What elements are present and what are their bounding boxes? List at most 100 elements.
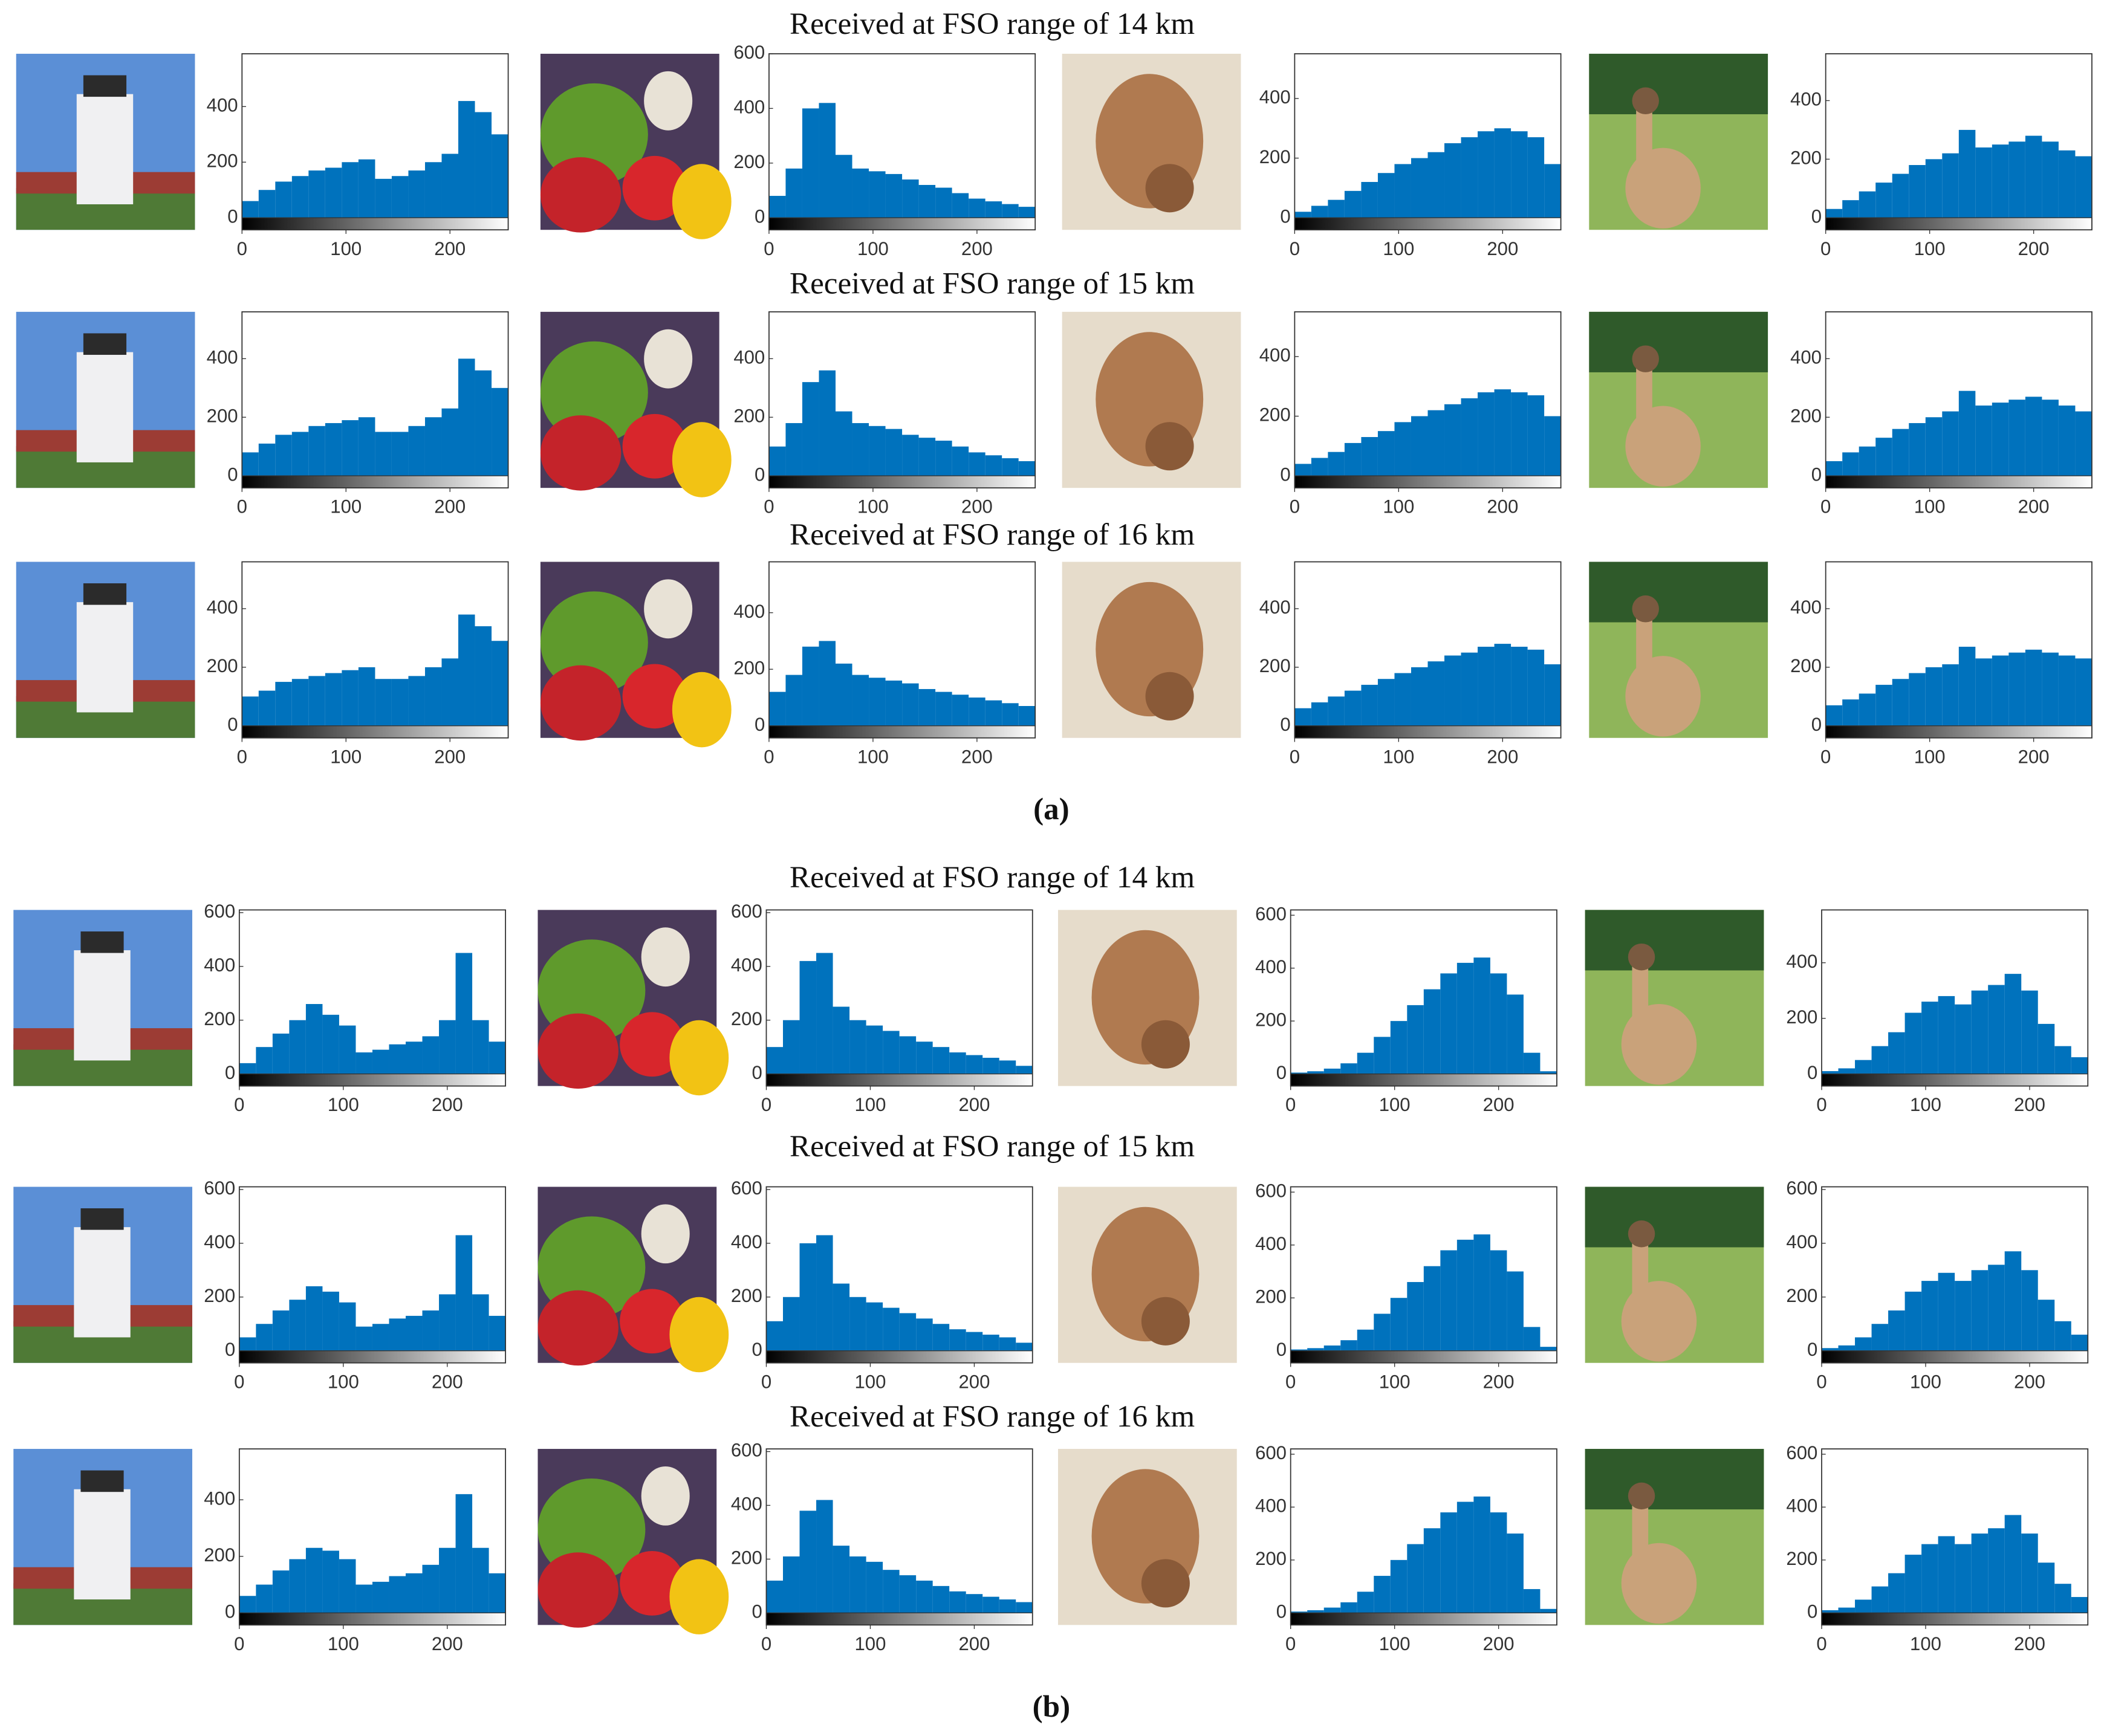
y-tick-label: 400 [207,95,238,116]
bar [256,1324,273,1351]
x-tick-label: 200 [432,1633,463,1654]
colorbar [1294,725,1562,739]
histogram: 0 200 400 0 100 200 [1259,561,1562,767]
bar [372,1049,389,1074]
x-tick-label: 0 [1820,746,1831,767]
bar [1942,153,1959,218]
bar [2008,400,2025,476]
image [537,1449,729,1634]
bar [289,1559,306,1613]
bar [982,1596,999,1613]
histogram: 0 200 400 600 0 100 200 [733,42,1036,259]
bar [1490,973,1507,1074]
colorbar [1821,1073,2088,1087]
image [13,1449,193,1625]
bar [1361,437,1378,476]
image [1585,910,1764,1086]
bar [1357,1052,1374,1074]
bar [1822,1071,1839,1074]
bar [325,167,342,218]
bar [389,1044,406,1074]
bar [799,1243,817,1351]
bar [475,112,492,218]
histogram: 0 200 400 0 100 200 [204,1448,506,1654]
x-tick-label: 100 [330,238,362,259]
bar [1838,1068,1856,1074]
bar [1307,1348,1324,1351]
x-tick-label: 100 [1910,1633,1941,1654]
y-tick-label: 0 [755,464,765,485]
bar [455,1494,473,1613]
y-tick-label: 200 [1790,405,1822,426]
colorbar [1821,1612,2088,1625]
histogram: 0 200 400 600 0 100 200 [1786,1442,2089,1654]
y-tick-label: 600 [1255,1180,1287,1201]
bar [1361,684,1378,726]
bar [849,1556,866,1613]
y-tick-label: 600 [1786,1442,1817,1463]
histogram: 0 200 400 600 0 100 200 [731,901,1033,1115]
histogram: 0 200 400 600 0 100 200 [731,1177,1033,1392]
bar [1294,212,1311,218]
bar [1992,403,2009,476]
bar [1444,655,1461,726]
bar [2058,405,2076,476]
x-tick-label: 200 [2014,1633,2045,1654]
x-tick-label: 0 [1820,238,1831,259]
bar [985,455,1002,476]
x-tick-label: 100 [1914,238,1946,259]
bar [372,1324,389,1351]
bar [902,435,919,476]
bar [885,429,903,476]
colorbar [239,1073,506,1087]
y-tick-label: 0 [225,1601,235,1622]
bar [783,1556,800,1613]
image-part [74,1489,131,1600]
bar [985,700,1002,726]
colorbar [239,1612,506,1625]
bar [1394,422,1411,476]
bar [1523,1327,1541,1351]
bar [406,1041,423,1074]
bar [852,168,869,218]
x-tick-label: 0 [1285,1633,1296,1654]
bar [866,1561,883,1613]
y-tick-label: 400 [731,1231,762,1252]
histogram: 0 200 400 600 0 100 200 [204,1177,506,1392]
bar [308,426,325,476]
y-tick-label: 200 [1786,1006,1817,1028]
histogram: 0 200 400 600 0 100 200 [1255,903,1557,1115]
bar [2042,652,2059,726]
bar [1440,1250,1457,1351]
bar [1344,690,1362,726]
x-tick-label: 0 [237,238,247,259]
bar [1344,190,1362,218]
x-tick-label: 200 [2018,746,2050,767]
bar [1390,1559,1408,1613]
axes-frame [1294,561,1562,739]
bar [239,1063,256,1074]
image-part [83,583,127,605]
image-part [1589,562,1768,623]
bar [952,193,969,218]
axes-frame [768,311,1036,489]
y-tick-label: 400 [204,1488,235,1509]
y-tick-label: 400 [204,1231,235,1252]
x-tick-label: 0 [237,496,247,517]
histogram: 0 200 400 0 100 200 [1790,311,2093,517]
image-part [644,329,693,389]
bar [1540,1608,1557,1613]
bar [2054,1321,2071,1351]
axes-frame [1825,53,2093,231]
bar [1377,173,1395,218]
x-tick-label: 0 [1290,238,1300,259]
colorbar [768,475,1036,488]
bar [1511,392,1528,476]
bar [2004,1251,2022,1351]
bar [1473,957,1490,1074]
axes-frame [241,311,509,489]
bar [1411,667,1428,726]
bar [949,1591,966,1613]
bar [2004,974,2022,1074]
x-tick-label: 200 [434,496,466,517]
